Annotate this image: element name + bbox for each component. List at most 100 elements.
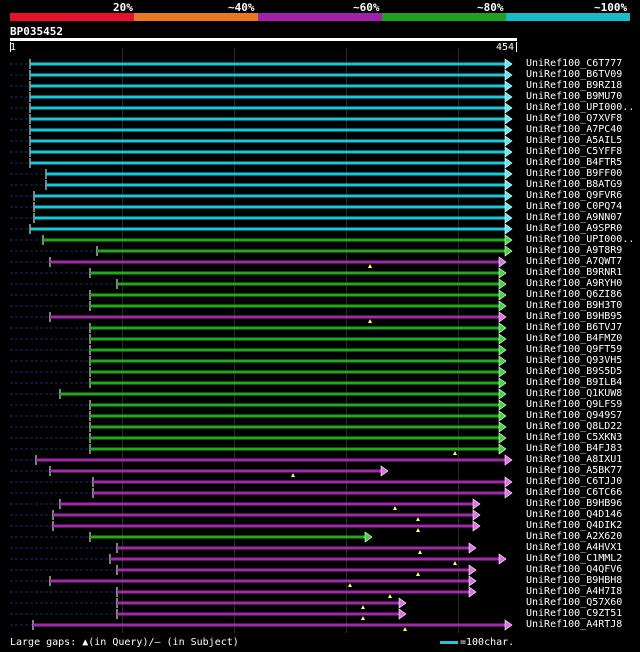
scale-swatch — [440, 640, 458, 644]
hit-arrow-icon — [398, 597, 407, 609]
hit-label-link[interactable]: UniRef100_C6T777 — [526, 58, 623, 69]
hit-label-link[interactable]: UniRef100_B9MU70 — [526, 91, 623, 102]
hit-label-link[interactable]: UniRef100_Q4QFV6 — [526, 564, 623, 575]
gap-legend: Large gaps: ▲(in Query)/– (in Subject) — [10, 637, 239, 648]
scale-legend: =100char. — [440, 637, 514, 648]
hit-label-link[interactable]: UniRef100_A7QWT7 — [526, 256, 623, 267]
query-gap-marker-icon — [361, 616, 365, 620]
hit-label-link[interactable]: UniRef100_Q57X60 — [526, 597, 623, 608]
hit-arrow-icon — [498, 399, 507, 411]
hit-label-link[interactable]: UniRef100_Q4DIK2 — [526, 520, 623, 531]
hit-label-link[interactable]: UniRef100_Q4D146 — [526, 509, 623, 520]
hit-label-link[interactable]: UniRef100_B4FJ83 — [526, 443, 623, 454]
query-gap-marker-icon — [291, 473, 295, 477]
hit-label-link[interactable]: UniRef100_A5BK77 — [526, 465, 623, 476]
query-gap-marker-icon — [416, 517, 420, 521]
hit-arrow-icon — [498, 443, 507, 455]
hit-arrow-icon — [498, 410, 507, 422]
hit-arrow-icon — [504, 80, 513, 92]
query-bar — [10, 38, 517, 41]
hit-label-link[interactable]: UniRef100_B9RZ18 — [526, 80, 623, 91]
hit-label-link[interactable]: UniRef100_C1MML2 — [526, 553, 623, 564]
hit-arrow-icon — [504, 91, 513, 103]
hit-label-link[interactable]: UniRef100_A9T8R9 — [526, 245, 623, 256]
ruler-tick-end — [516, 42, 517, 52]
hit-label-link[interactable]: UniRef100_A9RYH0 — [526, 278, 623, 289]
hit-label-link[interactable]: UniRef100_A5AIL5 — [526, 135, 623, 146]
hit-label-link[interactable]: UniRef100_A8IXU1 — [526, 454, 623, 465]
hit-arrow-icon — [472, 498, 481, 510]
hit-label-link[interactable]: UniRef100_C6TJJ0 — [526, 476, 623, 487]
hit-label-link[interactable]: UniRef100_C9ZT51 — [526, 608, 623, 619]
hit-label-link[interactable]: UniRef100_A7PC40 — [526, 124, 623, 135]
hit-label-link[interactable]: UniRef100_A4RTJ8 — [526, 619, 623, 630]
hit-label-link[interactable]: UniRef100_B9HB96 — [526, 498, 623, 509]
hit-label-link[interactable]: UniRef100_Q93VH5 — [526, 355, 623, 366]
query-gap-marker-icon — [418, 550, 422, 554]
hit-label-link[interactable]: UniRef100_Q9LFS9 — [526, 399, 623, 410]
hit-label-link[interactable]: UniRef100_B6TV09 — [526, 69, 623, 80]
hit-label-link[interactable]: UniRef100_A4H7I8 — [526, 586, 623, 597]
hit-label-link[interactable]: UniRef100_B9FF00 — [526, 168, 623, 179]
hit-label-link[interactable]: UniRef100_B9ILB4 — [526, 377, 623, 388]
query-gap-marker-icon — [403, 627, 407, 631]
hit-label-link[interactable]: UniRef100_A9NN07 — [526, 212, 623, 223]
hit-label-link[interactable]: UniRef100_C5XKN3 — [526, 432, 623, 443]
hit-arrow-icon — [504, 245, 513, 257]
ruler-tick-start — [10, 42, 11, 52]
hit-label-link[interactable]: UniRef100_Q6ZI86 — [526, 289, 623, 300]
hit-arrow-icon — [504, 619, 513, 631]
hit-label-link[interactable]: UniRef100_B9H3T0 — [526, 300, 623, 311]
hit-label-link[interactable]: UniRef100_Q1KUW8 — [526, 388, 623, 399]
hit-arrow-icon — [468, 542, 477, 554]
hit-label-link[interactable]: UniRef100_B4FMZ0 — [526, 333, 623, 344]
hit-label-link[interactable]: UniRef100_A4HVX1 — [526, 542, 623, 553]
hit-arrow-icon — [498, 432, 507, 444]
hit-arrow-icon — [504, 476, 513, 488]
hit-label-link[interactable]: UniRef100_Q9FT59 — [526, 344, 623, 355]
hit-label-link[interactable]: UniRef100_Q9FVR6 — [526, 190, 623, 201]
hit-arrow-icon — [504, 454, 513, 466]
query-gap-marker-icon — [348, 583, 352, 587]
hit-arrow-icon — [498, 300, 507, 312]
hit-label-link[interactable]: UniRef100_B9S5D5 — [526, 366, 623, 377]
hit-arrow-icon — [504, 190, 513, 202]
hit-label-link[interactable]: UniRef100_B9RNR1 — [526, 267, 623, 278]
hit-label-link[interactable]: UniRef100_C6TC66 — [526, 487, 623, 498]
hit-label-link[interactable]: UniRef100_UPI000.. — [526, 234, 635, 245]
hit-label-link[interactable]: UniRef100_B9HB95 — [526, 311, 623, 322]
hit-label-link[interactable]: UniRef100_C0PQ74 — [526, 201, 623, 212]
hit-arrow-icon — [498, 256, 507, 268]
hit-label-link[interactable]: UniRef100_Q949S7 — [526, 410, 623, 421]
hit-label-link[interactable]: UniRef100_UPI000.. — [526, 102, 635, 113]
hit-arrow-icon — [498, 421, 507, 433]
query-gap-marker-icon — [368, 319, 372, 323]
hit-label-link[interactable]: UniRef100_B9HBH8 — [526, 575, 623, 586]
hit-label-link[interactable]: UniRef100_B4FTR5 — [526, 157, 623, 168]
ruler-end-label: 454 — [496, 42, 515, 53]
hit-label-link[interactable]: UniRef100_Q8LD22 — [526, 421, 623, 432]
hit-arrow-icon — [504, 124, 513, 136]
ruler-start-label: 1 — [10, 42, 17, 53]
query-gap-marker-icon — [368, 264, 372, 268]
hit-arrow-icon — [504, 146, 513, 158]
identity-legend-bar — [10, 13, 630, 21]
hit-label-link[interactable]: UniRef100_B6TVJ7 — [526, 322, 623, 333]
hit-label-link[interactable]: UniRef100_B8ATG9 — [526, 179, 623, 190]
legend-label-100: ~100% — [594, 1, 628, 14]
hit-label-link[interactable]: UniRef100_Q7XVF8 — [526, 113, 623, 124]
query-gap-marker-icon — [361, 605, 365, 609]
hit-arrow-icon — [498, 344, 507, 356]
legend-segment-20 — [10, 13, 134, 21]
hit-label-link[interactable]: UniRef100_A9SPR0 — [526, 223, 623, 234]
hit-arrow-icon — [504, 487, 513, 499]
hit-arrow-icon — [504, 223, 513, 235]
hit-label-link[interactable]: UniRef100_C5YFF8 — [526, 146, 623, 157]
hit-arrow-icon — [498, 377, 507, 389]
legend-label-20: 20% — [113, 1, 133, 14]
hit-arrow-icon — [504, 212, 513, 224]
query-gap-marker-icon — [416, 572, 420, 576]
hit-label-link[interactable]: UniRef100_A2X620 — [526, 531, 623, 542]
hit-arrow-icon — [498, 388, 507, 400]
